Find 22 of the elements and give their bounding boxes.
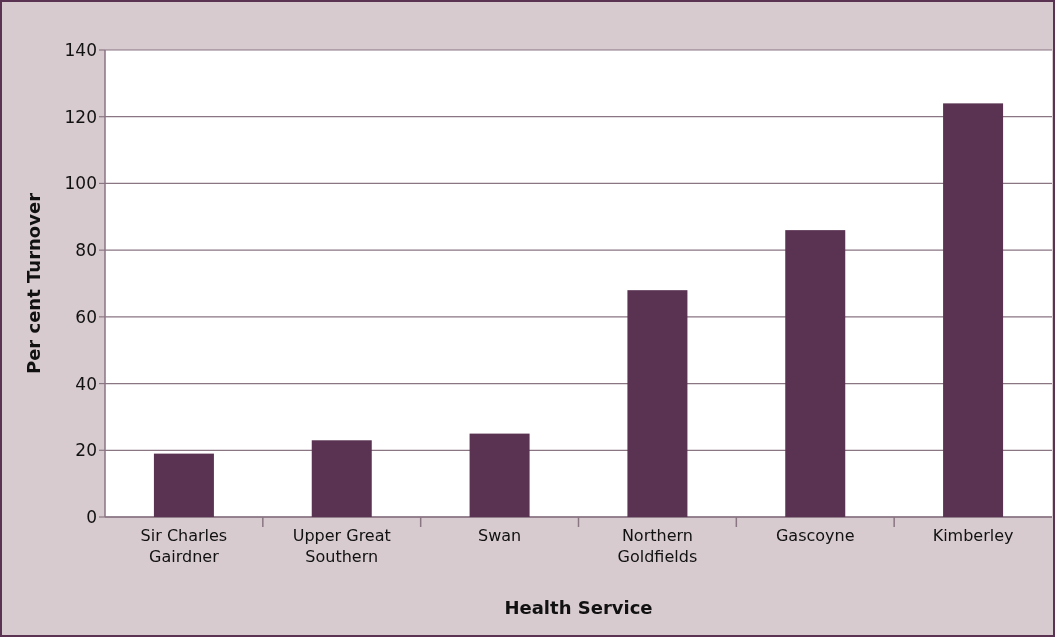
bar [627,290,688,517]
y-tick-label: 60 [75,306,97,327]
y-tick-label: 0 [86,506,97,527]
bar [785,230,846,517]
x-tick-label: Gascoyne [775,526,855,545]
x-tick-label: Kimberley [932,526,1014,545]
x-tick-label: Upper Great Southern [292,526,391,566]
y-tick-label: 140 [64,39,97,60]
y-axis-title: Per cent Turnover [23,192,44,375]
y-tick-label: 80 [75,240,97,261]
y-tick-label: 100 [64,173,97,194]
x-tick-label: Northern Goldfields [617,526,698,566]
y-tick-label: 20 [75,440,97,461]
y-tick-label: 40 [75,373,97,394]
bar [943,103,1004,517]
bar [469,433,530,517]
bar [153,453,214,517]
x-axis-title: Health Service [504,597,653,618]
x-tick-label: Swan [477,526,522,545]
x-tick-label: Sir Charles Gairdner [140,526,228,566]
y-tick-label: 120 [64,106,97,127]
bar [311,440,372,517]
